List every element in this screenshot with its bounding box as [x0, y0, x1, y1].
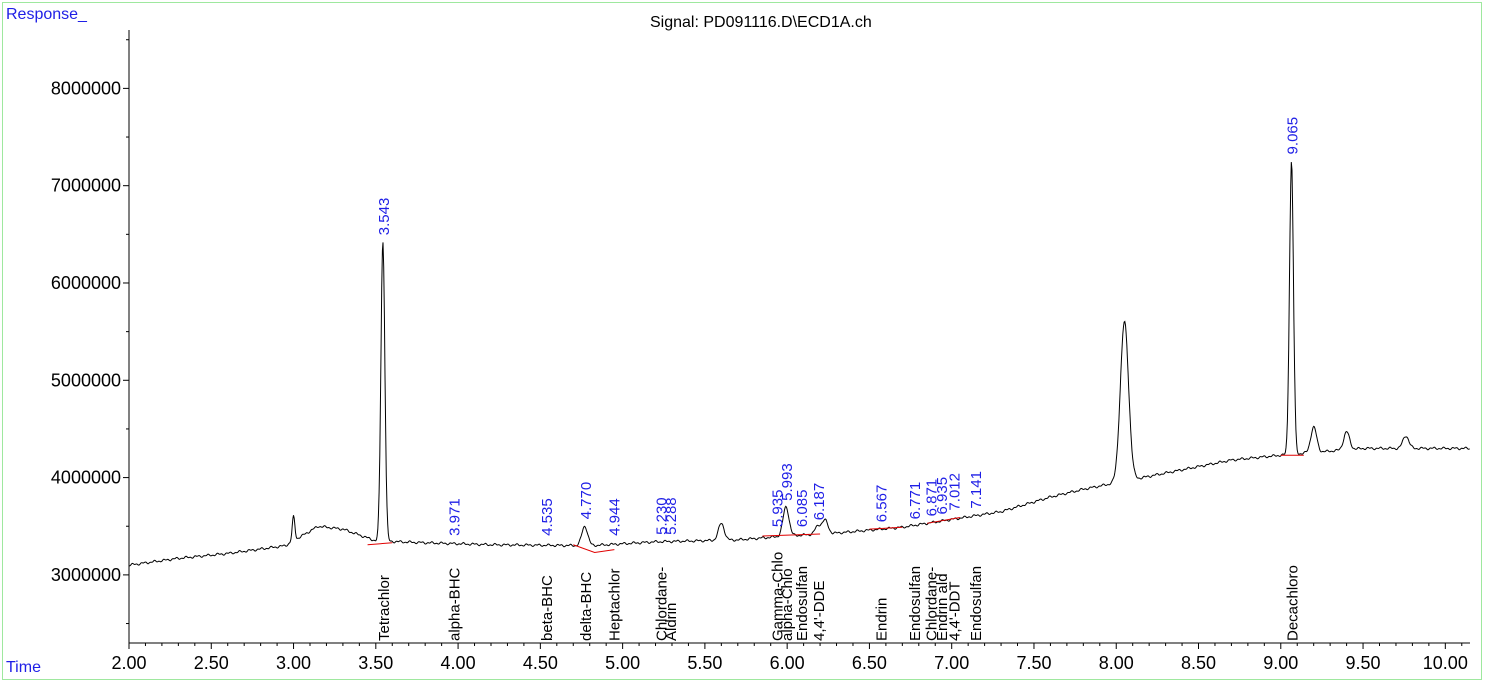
compound-label: Aldrin [663, 603, 680, 641]
peak-label: 6.771 [907, 482, 924, 520]
peak-label: 3.971 [446, 498, 463, 536]
x-tick-label: 3.00 [276, 653, 311, 673]
y-tick-label: 3000000 [51, 565, 121, 585]
x-tick-label: 7.50 [1016, 653, 1051, 673]
compound-label: Tetrachlor [376, 575, 393, 641]
compound-label: Endosulfan [907, 566, 924, 641]
compound-label: Heptachlor [606, 568, 623, 641]
peak-label: 5.230 [653, 497, 670, 535]
integration-baseline [869, 526, 903, 530]
chart-title: Signal: PD091116.D\ECD1A.ch [650, 14, 872, 31]
integration-baseline [573, 544, 615, 554]
peak-label: 6.187 [811, 483, 828, 521]
compound-label: Endosulfan [794, 566, 811, 641]
peak-label: 6.935 [934, 477, 951, 515]
compound-label: Endrin [873, 598, 890, 641]
compound-label: Decachloro [1284, 565, 1301, 641]
y-tick-label: 5000000 [51, 370, 121, 390]
compound-label: alpha-BHC [446, 567, 463, 641]
x-tick-label: 6.00 [770, 653, 805, 673]
integration-baseline [762, 533, 821, 537]
x-tick-label: 8.50 [1181, 653, 1216, 673]
peak-label: 5.993 [779, 463, 796, 501]
x-tick-label: 9.00 [1263, 653, 1298, 673]
integration-baseline [367, 542, 393, 546]
x-tick-label: 4.00 [441, 653, 476, 673]
compound-label: alpha-Chlo [779, 568, 796, 641]
compound-label: Chlordane- [653, 567, 670, 641]
x-tick-label: 8.00 [1099, 653, 1134, 673]
peak-label: 7.141 [968, 471, 985, 509]
compound-label: Endrin ald [934, 573, 951, 641]
signal-trace [128, 162, 1470, 567]
compound-label: Gamma-Chlo [769, 552, 786, 641]
peak-label: 5.935 [769, 490, 786, 528]
peak-label: 7.012 [947, 473, 964, 511]
y-axis-label: Response_ [6, 6, 87, 23]
peak-label: 4.535 [539, 498, 556, 536]
x-tick-label: 10.00 [1423, 653, 1468, 673]
peak-label: 6.871 [923, 479, 940, 517]
x-tick-label: 9.50 [1346, 653, 1381, 673]
y-tick-label: 4000000 [51, 468, 121, 488]
peak-label: 3.543 [376, 198, 393, 236]
compound-label: Chlordane- [923, 567, 940, 641]
compound-label: beta-BHC [539, 575, 556, 641]
x-tick-label: 3.50 [358, 653, 393, 673]
x-tick-label: 5.00 [605, 653, 640, 673]
compound-label: 4,4'-DDT [947, 581, 964, 641]
x-tick-label: 2.00 [111, 653, 146, 673]
x-tick-label: 6.50 [852, 653, 887, 673]
x-tick-label: 5.50 [687, 653, 722, 673]
peak-label: 9.065 [1284, 117, 1301, 155]
x-tick-label: 7.00 [934, 653, 969, 673]
peak-label: 6.085 [794, 490, 811, 528]
peak-label: 4.944 [606, 498, 623, 536]
compound-label: 4,4'-DDE [811, 581, 828, 641]
y-tick-label: 7000000 [51, 176, 121, 196]
x-tick-label: 4.50 [523, 653, 558, 673]
x-axis-label: Time [6, 659, 41, 676]
peak-label: 4.770 [578, 482, 595, 520]
peak-label: 6.567 [873, 485, 890, 523]
compound-label: delta-BHC [578, 572, 595, 641]
y-tick-label: 6000000 [51, 273, 121, 293]
x-tick-label: 2.50 [194, 653, 229, 673]
integration-baseline [926, 516, 961, 524]
compound-label: Endosulfan [968, 566, 985, 641]
peak-label: 5.288 [663, 497, 680, 535]
y-tick-label: 8000000 [51, 78, 121, 98]
